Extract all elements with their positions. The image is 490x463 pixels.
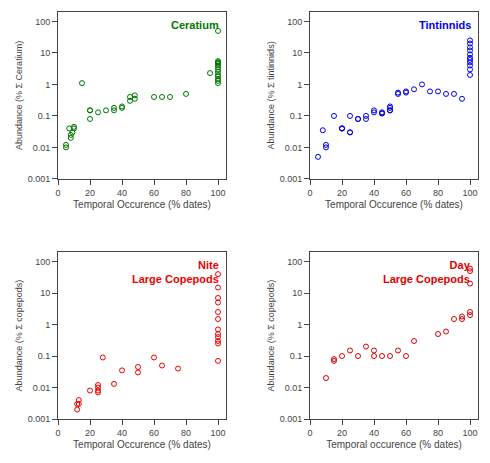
svg-text:Abundance (% Σ tintinnids): Abundance (% Σ tintinnids) — [266, 41, 276, 149]
svg-text:Abundance (% Σ Ceratium): Abundance (% Σ Ceratium) — [14, 41, 24, 150]
svg-text:0: 0 — [307, 428, 312, 438]
svg-text:0.001: 0.001 — [280, 174, 303, 184]
svg-text:0: 0 — [307, 188, 312, 198]
svg-text:0.001: 0.001 — [28, 174, 51, 184]
svg-text:Temporal Occurence (% dates): Temporal Occurence (% dates) — [73, 199, 211, 210]
svg-text:100: 100 — [287, 17, 302, 27]
svg-text:Temporal occurence (% dates): Temporal occurence (% dates) — [326, 439, 462, 450]
svg-text:100: 100 — [35, 17, 50, 27]
svg-text:Temporal Occurence (% dates): Temporal Occurence (% dates) — [73, 439, 211, 450]
svg-text:Abundance (% Σ copepods): Abundance (% Σ copepods) — [266, 280, 276, 392]
svg-text:20: 20 — [337, 188, 347, 198]
svg-text:0.1: 0.1 — [290, 351, 303, 361]
svg-text:20: 20 — [85, 428, 95, 438]
svg-text:Abundance (% Σ copepods): Abundance (% Σ copepods) — [14, 280, 24, 392]
svg-text:10: 10 — [40, 48, 50, 58]
svg-text:10: 10 — [292, 48, 302, 58]
svg-text:1: 1 — [297, 80, 302, 90]
svg-text:0.01: 0.01 — [33, 383, 51, 393]
svg-text:80: 80 — [433, 428, 443, 438]
svg-text:Tintinnids: Tintinnids — [419, 19, 471, 31]
svg-text:60: 60 — [401, 188, 411, 198]
svg-text:100: 100 — [210, 188, 225, 198]
svg-text:0.001: 0.001 — [28, 414, 51, 424]
svg-text:80: 80 — [181, 188, 191, 198]
svg-text:80: 80 — [181, 428, 191, 438]
svg-text:0.1: 0.1 — [38, 351, 51, 361]
svg-text:100: 100 — [287, 257, 302, 267]
svg-text:80: 80 — [433, 188, 443, 198]
svg-text:40: 40 — [117, 428, 127, 438]
svg-text:Temporal Occurence (% dates): Temporal Occurence (% dates) — [325, 199, 463, 210]
svg-text:0.1: 0.1 — [38, 111, 51, 121]
svg-text:1: 1 — [45, 320, 50, 330]
svg-text:100: 100 — [210, 428, 225, 438]
svg-text:60: 60 — [401, 428, 411, 438]
svg-text:100: 100 — [35, 257, 50, 267]
svg-text:0.01: 0.01 — [33, 143, 51, 153]
svg-text:0.01: 0.01 — [285, 143, 303, 153]
svg-text:10: 10 — [292, 288, 302, 298]
svg-text:40: 40 — [369, 428, 379, 438]
svg-text:0.1: 0.1 — [290, 111, 303, 121]
svg-text:0.01: 0.01 — [285, 383, 303, 393]
svg-text:10: 10 — [40, 288, 50, 298]
svg-text:40: 40 — [369, 188, 379, 198]
svg-text:1: 1 — [297, 320, 302, 330]
svg-text:0: 0 — [55, 188, 60, 198]
svg-text:DayLarge Copepods: DayLarge Copepods — [383, 259, 471, 285]
svg-text:100: 100 — [462, 428, 477, 438]
svg-text:0.001: 0.001 — [280, 414, 303, 424]
svg-text:100: 100 — [462, 188, 477, 198]
svg-text:1: 1 — [45, 80, 50, 90]
svg-text:0: 0 — [55, 428, 60, 438]
svg-text:Ceratium: Ceratium — [171, 19, 219, 31]
svg-text:60: 60 — [149, 428, 159, 438]
svg-text:20: 20 — [337, 428, 347, 438]
svg-text:40: 40 — [117, 188, 127, 198]
svg-text:60: 60 — [149, 188, 159, 198]
svg-text:20: 20 — [85, 188, 95, 198]
svg-text:NiteLarge Copepods: NiteLarge Copepods — [132, 259, 219, 285]
